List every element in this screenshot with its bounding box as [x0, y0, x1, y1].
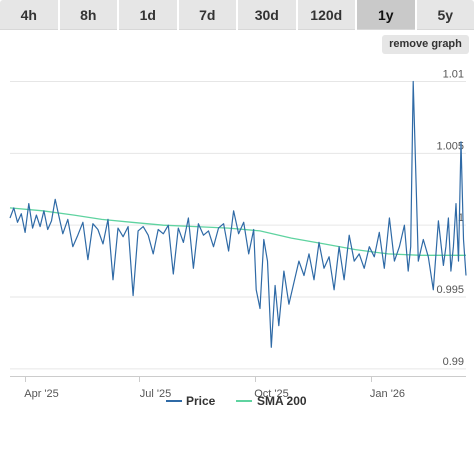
tab-7d[interactable]: 7d	[178, 0, 236, 30]
y-tick-label: 0.995	[436, 284, 464, 296]
y-tick-label: 1.01	[443, 69, 464, 81]
tab-5y[interactable]: 5y	[416, 0, 474, 30]
y-tick-label: 1	[458, 212, 464, 224]
price-chart: 0.99 0.995 1 1.005 1.01 Apr '25 Jul '25 Oct '2…	[9, 69, 467, 408]
x-tick-label: Apr '25	[24, 388, 59, 400]
tab-8h[interactable]: 8h	[59, 0, 117, 30]
tab-1d[interactable]: 1d	[119, 0, 177, 30]
tab-4h[interactable]: 4h	[0, 0, 58, 30]
legend-sma-label[interactable]: SMA 200	[257, 394, 307, 408]
sma-200-line	[9, 207, 466, 256]
timeframe-tabs: 4h 8h 1d 7d 30d 120d 1y 5y	[0, 0, 474, 30]
series-lines	[9, 80, 467, 348]
y-tick-label: 0.99	[443, 356, 464, 368]
tab-30d[interactable]: 30d	[238, 0, 296, 30]
tab-1y[interactable]: 1y	[357, 0, 415, 30]
remove-graph-button[interactable]: remove graph	[382, 35, 469, 54]
x-tick-label: Oct '25	[254, 388, 289, 400]
y-axis-labels: 0.99 0.995 1 1.005 1.01	[436, 69, 464, 368]
y-tick-label: 1.005	[436, 140, 464, 152]
x-tick-label: Jul '25	[140, 388, 171, 400]
legend-price-label[interactable]: Price	[186, 394, 216, 408]
legend: Price SMA 200	[166, 394, 307, 408]
tab-120d[interactable]: 120d	[297, 0, 355, 30]
grid-lines	[10, 81, 466, 370]
price-line	[9, 80, 467, 348]
x-axis: Apr '25 Jul '25 Oct '25 Jan '26	[10, 376, 466, 400]
x-tick-label: Jan '26	[370, 388, 405, 400]
